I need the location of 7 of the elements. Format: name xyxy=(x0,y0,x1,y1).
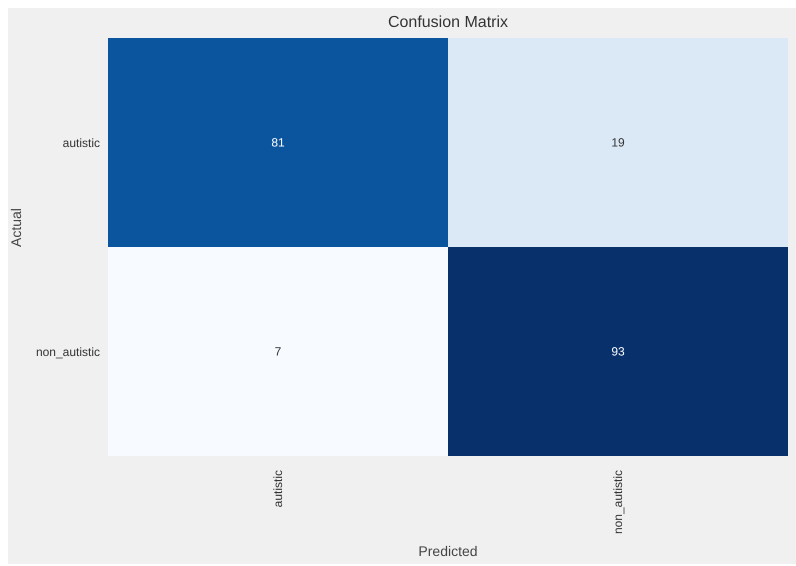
data-label: 93 xyxy=(611,344,625,358)
data-label: 19 xyxy=(611,136,625,150)
chart-title: Confusion Matrix xyxy=(386,14,510,32)
data-label: 81 xyxy=(271,136,285,150)
y-axis-title: Actual xyxy=(8,208,24,247)
x-axis-title: Predicted xyxy=(418,543,478,559)
data-label: 7 xyxy=(274,344,282,358)
